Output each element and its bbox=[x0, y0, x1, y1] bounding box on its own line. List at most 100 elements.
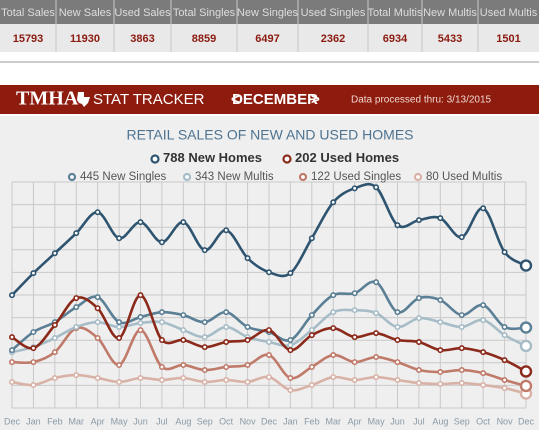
data-point bbox=[458, 367, 465, 374]
data-point bbox=[437, 369, 444, 376]
data-point bbox=[137, 374, 144, 381]
data-point bbox=[330, 325, 337, 332]
x-tick-label: Jul bbox=[413, 416, 425, 426]
data-point bbox=[9, 378, 16, 385]
x-tick-label: Aug bbox=[175, 416, 191, 426]
data-point bbox=[480, 302, 487, 309]
data-point bbox=[94, 209, 101, 216]
x-tick-label: Sep bbox=[454, 416, 470, 426]
data-point bbox=[458, 324, 465, 331]
data-point bbox=[330, 292, 337, 299]
data-point bbox=[223, 227, 230, 234]
legend-marker bbox=[282, 154, 292, 164]
prev-month[interactable]: < bbox=[231, 91, 240, 108]
summary-value: 3863 bbox=[130, 33, 154, 45]
summary-header: New Singles bbox=[237, 7, 299, 19]
banner-label: STAT TRACKER bbox=[93, 91, 205, 108]
data-point bbox=[287, 347, 294, 354]
month: DECEMBER bbox=[232, 91, 318, 108]
data-point bbox=[437, 319, 444, 326]
legend-name: Used Multis bbox=[442, 171, 502, 183]
x-tick-label: May bbox=[368, 416, 386, 426]
data-point bbox=[519, 365, 533, 378]
data-point bbox=[480, 370, 487, 377]
data-point bbox=[458, 234, 465, 241]
data-point bbox=[287, 337, 294, 344]
data-point bbox=[501, 385, 508, 392]
data-point bbox=[351, 359, 358, 366]
data-point bbox=[519, 379, 533, 393]
data-point bbox=[137, 219, 144, 226]
data-point bbox=[265, 327, 272, 334]
legend-label: 445 New Singles bbox=[80, 171, 167, 183]
data-point bbox=[351, 290, 358, 297]
data-point bbox=[308, 363, 315, 370]
data-point bbox=[30, 329, 37, 336]
data-point bbox=[30, 359, 37, 366]
summary-value: 11930 bbox=[70, 33, 100, 45]
data-point bbox=[394, 309, 401, 316]
data-point bbox=[373, 279, 380, 286]
data-point bbox=[201, 378, 208, 385]
chart-title: RETAIL SALES OF NEW AND USED HOMES bbox=[126, 127, 413, 143]
data-point bbox=[373, 354, 380, 361]
x-tick-label: Nov bbox=[240, 416, 257, 426]
data-point bbox=[308, 327, 315, 334]
x-tick-label: Jul bbox=[156, 416, 168, 426]
data-point bbox=[415, 367, 422, 374]
data-point bbox=[501, 249, 508, 256]
data-point bbox=[480, 317, 487, 324]
data-point bbox=[394, 324, 401, 331]
summary-value: 1501 bbox=[496, 33, 520, 45]
data-point bbox=[223, 376, 230, 383]
data-point bbox=[9, 292, 16, 299]
data-point bbox=[137, 292, 144, 299]
data-point bbox=[180, 361, 187, 368]
data-point bbox=[351, 376, 358, 383]
data-point bbox=[73, 304, 80, 311]
legend-count: 122 bbox=[311, 171, 330, 183]
summary-header: New Sales bbox=[59, 7, 112, 19]
x-tick-label: Oct bbox=[476, 416, 491, 426]
data-point bbox=[265, 352, 272, 359]
data-point bbox=[201, 344, 208, 351]
data-point bbox=[223, 363, 230, 370]
data-point bbox=[201, 334, 208, 341]
legend-name: New Multis bbox=[217, 171, 273, 183]
summary-header: Total Singles bbox=[173, 7, 236, 19]
data-point bbox=[137, 320, 144, 327]
x-tick-label: Jun bbox=[390, 416, 405, 426]
data-point bbox=[116, 319, 123, 326]
summary-header-bg bbox=[0, 0, 539, 24]
summary-header: Total Sales bbox=[1, 7, 55, 19]
legend-label: 788 New Homes bbox=[163, 150, 262, 165]
legend-count: 202 bbox=[295, 150, 317, 165]
data-point bbox=[116, 335, 123, 342]
data-point bbox=[330, 309, 337, 316]
data-point bbox=[51, 322, 58, 329]
data-point bbox=[287, 342, 294, 349]
summary-value: 8859 bbox=[192, 33, 216, 45]
data-point bbox=[244, 361, 251, 368]
texas-icon bbox=[77, 92, 90, 107]
data-point bbox=[201, 319, 208, 326]
data-point bbox=[30, 270, 37, 277]
next-month[interactable]: > bbox=[311, 91, 320, 108]
data-point bbox=[30, 382, 37, 389]
data-point bbox=[244, 337, 251, 344]
legend-label: 80 Used Multis bbox=[426, 171, 502, 183]
data-point bbox=[73, 230, 80, 237]
legend-name: New Homes bbox=[188, 150, 262, 165]
summary-values-bg bbox=[0, 24, 539, 52]
x-tick-label: Feb bbox=[304, 416, 320, 426]
data-point bbox=[73, 295, 80, 302]
data-point bbox=[51, 335, 58, 342]
data-point bbox=[308, 235, 315, 242]
summary-header: New Multis bbox=[423, 7, 477, 19]
data-point bbox=[308, 332, 315, 339]
legend-count: 80 bbox=[426, 171, 439, 183]
data-point bbox=[9, 359, 16, 366]
data-point bbox=[501, 376, 508, 383]
data-point bbox=[501, 357, 508, 364]
data-point bbox=[519, 321, 533, 334]
